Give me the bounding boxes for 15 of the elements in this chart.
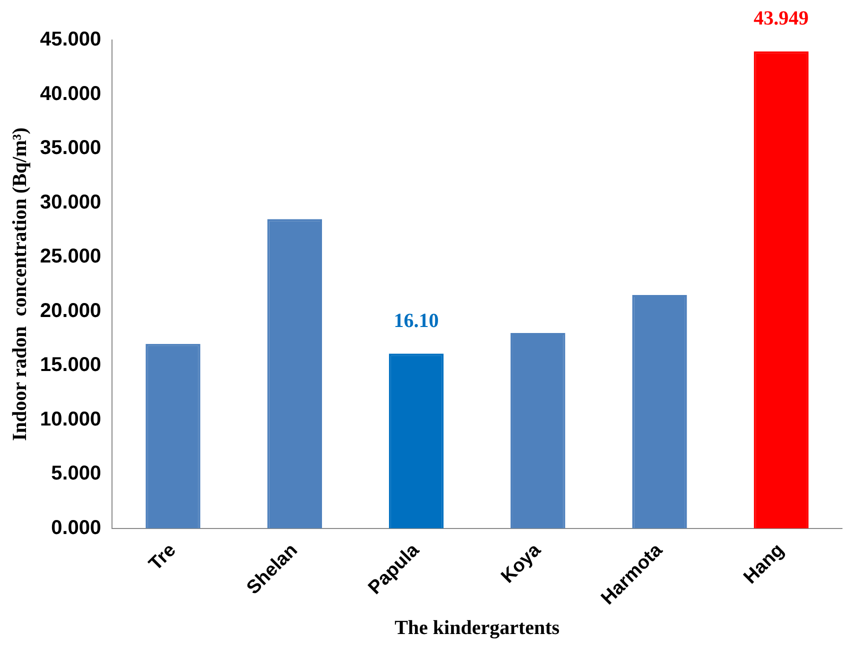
x-axis-title: The kindergartents bbox=[394, 617, 560, 640]
y-tick-label: 40.000 bbox=[40, 82, 102, 105]
y-tick-label: 5.000 bbox=[51, 462, 102, 485]
data-label: 16.10 bbox=[394, 310, 439, 332]
y-axis-title: Indoor radon concentration (Bq/m³) bbox=[9, 127, 32, 441]
y-tick-label: 10.000 bbox=[40, 408, 102, 430]
y-tick-label: 35.000 bbox=[40, 137, 102, 160]
data-label: 43.949 bbox=[754, 8, 809, 30]
y-tick-label: 25.000 bbox=[40, 246, 102, 268]
y-tick-label: 30.000 bbox=[40, 191, 102, 214]
y-tick-label: 20.000 bbox=[40, 300, 102, 322]
y-tick-label: 0.000 bbox=[51, 516, 102, 539]
y-tick-label: 45.000 bbox=[40, 28, 102, 51]
y-tick-label: 15.000 bbox=[40, 354, 102, 376]
x-tick-label: Tre bbox=[145, 540, 180, 575]
